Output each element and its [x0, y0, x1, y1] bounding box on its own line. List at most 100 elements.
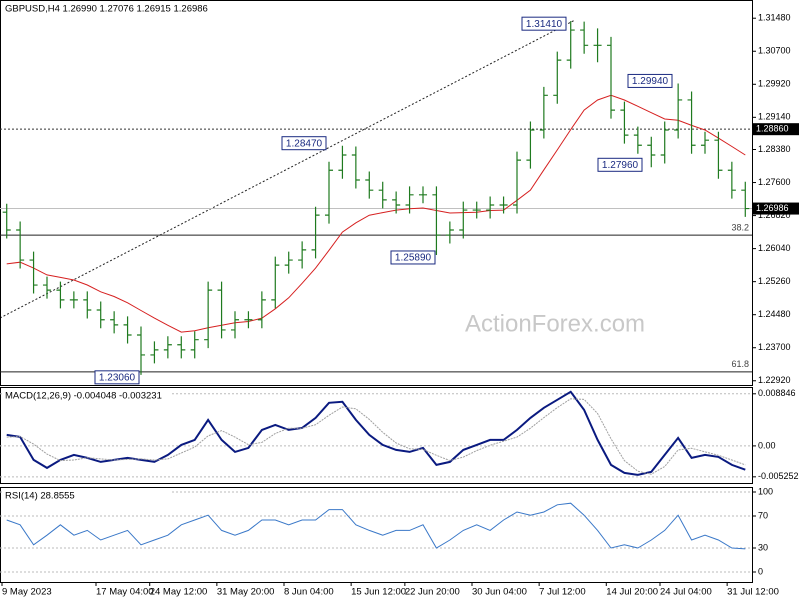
ohlc-bar: [714, 131, 723, 179]
ohlc-bar: [647, 136, 656, 168]
price-level-box: [753, 123, 799, 136]
y-tick-label: 1.29140: [758, 112, 791, 122]
y-tick-label: 100: [758, 486, 773, 496]
x-tick-label: 31 May 20:00: [217, 587, 275, 598]
y-tick-label: 1.27600: [758, 177, 791, 187]
annotation-box: [597, 157, 643, 172]
panel-frame: [0, 487, 753, 583]
ohlc-bar: [687, 91, 696, 154]
ohlc-bar: [96, 301, 105, 329]
x-tick-label: 15 Jun 12:00: [351, 587, 406, 598]
x-tick-label: 8 Jun 04:00: [284, 587, 334, 598]
ohlc-bar: [271, 256, 280, 309]
price-level-label: 1.26986: [756, 203, 789, 213]
y-tick-label: 0: [758, 566, 763, 576]
ohlc-bar: [620, 101, 629, 144]
y-tick-label: 1.29920: [758, 79, 791, 89]
x-tick-label: 17 May 04:00: [96, 587, 154, 598]
indicator-line: [6, 398, 746, 475]
y-tick-label: 1.26040: [758, 243, 791, 253]
fib-label: 61.8: [731, 359, 749, 369]
panel-frame: [0, 0, 753, 386]
ohlc-bar: [727, 161, 736, 199]
ohlc-bar: [660, 121, 669, 164]
annotation-label: 1.29940: [632, 76, 669, 87]
ohlc-bar: [418, 186, 428, 204]
y-tick-label: -0.005252: [758, 471, 799, 481]
y-tick-label: 1.24480: [758, 309, 791, 319]
ohlc-bar: [190, 331, 199, 359]
ohlc-bar: [324, 161, 334, 224]
y-tick-label: 1.31480: [758, 13, 791, 23]
ohlc-bar: [351, 146, 360, 189]
indicator-line: [6, 390, 746, 476]
moving-average: [6, 94, 746, 333]
ohlc-bar: [580, 21, 589, 54]
ohlc-bar: [606, 36, 616, 119]
ohlc-bar: [42, 276, 52, 299]
y-tick-label: 0.00: [758, 440, 776, 450]
panel-title: RSI(14) 28.8555: [5, 491, 75, 502]
ohlc-bar: [486, 196, 495, 219]
x-tick-label: 24 Jul 04:00: [660, 587, 712, 598]
annotation-box: [390, 250, 436, 265]
panel-frame: [0, 387, 753, 484]
annotation-label: 1.28470: [286, 138, 323, 149]
price-level-box: [753, 202, 799, 215]
x-tick-label: 24 May 12:00: [150, 587, 208, 598]
y-tick-label: 1.30700: [758, 46, 791, 56]
x-tick-label: 30 Jun 04:00: [472, 587, 527, 598]
ohlc-bar: [553, 51, 562, 104]
ohlc-bar: [405, 186, 414, 214]
ohlc-bar: [445, 221, 454, 244]
x-tick-label: 14 Jul 20:00: [606, 587, 658, 598]
ohlc-bar: [230, 311, 240, 339]
ohlc-bar: [566, 21, 575, 69]
title-bg: [2, 489, 172, 502]
ohlc-bar: [338, 145, 347, 179]
ohlc-bar: [392, 191, 401, 214]
ohlc-bar: [177, 336, 186, 359]
ohlc-bar: [29, 251, 38, 294]
panel-title: GBPUSD,H4 1.26990 1.27076 1.26915 1.2698…: [5, 4, 208, 15]
ohlc-bar: [526, 121, 535, 169]
annotation-box: [281, 136, 327, 151]
y-tick-label: 0.008846: [758, 388, 796, 398]
annotation-box: [627, 73, 673, 88]
annotation-box: [94, 370, 140, 385]
ohlc-bar: [311, 206, 320, 259]
ohlc-bar: [284, 251, 293, 274]
annotation-label: 1.31410: [526, 19, 563, 30]
ohlc-bar: [633, 126, 642, 154]
indicator-line: [6, 502, 746, 550]
y-tick-label: 1.26820: [758, 210, 791, 220]
y-tick-label: 30: [758, 542, 768, 552]
ohlc-bar: [472, 201, 481, 219]
ohlc-bar: [499, 196, 508, 214]
y-tick-label: 1.25260: [758, 276, 791, 286]
y-tick-label: 1.28380: [758, 144, 791, 154]
price-level-label: 1.28860: [756, 124, 789, 134]
y-tick-label: 70: [758, 510, 768, 520]
annotation-label: 1.25890: [395, 253, 432, 264]
ohlc-bar: [257, 291, 266, 329]
ohlc-bar: [593, 28, 602, 63]
panel-title: MACD(12,26,9) -0.004048 -0.003231: [5, 391, 162, 402]
y-tick-label: 1.22920: [758, 375, 791, 385]
annotation-box: [521, 16, 567, 31]
ohlc-bar: [539, 86, 548, 139]
fib-label: 38.2: [731, 222, 749, 232]
ohlc-bar: [123, 316, 132, 344]
ohlc-bar: [244, 311, 253, 329]
ohlc-bar: [365, 171, 374, 199]
ohlc-bar: [2, 203, 11, 239]
ohlc-bar: [136, 326, 146, 375]
ohlc-bar: [204, 281, 213, 349]
x-tick-label: 9 May 2023: [2, 587, 52, 598]
ohlc-bar: [16, 221, 25, 269]
ohlc-bar: [459, 201, 468, 239]
ohlc-bar: [163, 336, 172, 359]
ohlc-bar: [56, 281, 65, 309]
